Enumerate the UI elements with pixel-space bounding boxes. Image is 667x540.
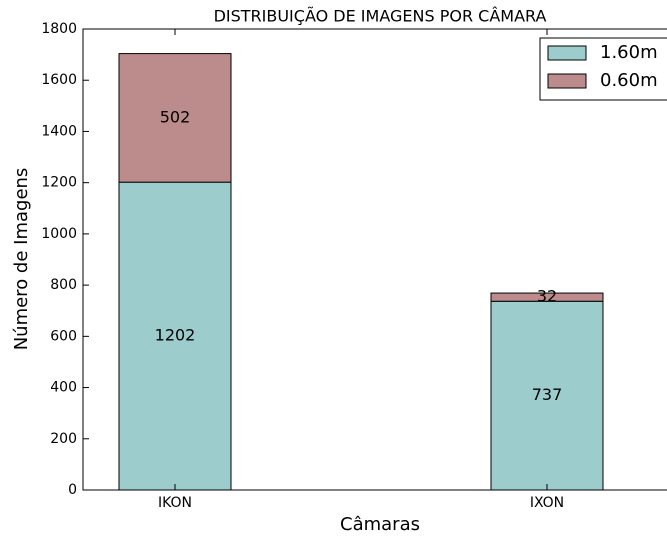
y-tick-label: 400 <box>50 380 77 396</box>
plot-frame <box>82 28 667 491</box>
legend-swatch <box>547 45 587 61</box>
y-axis-label: Número de Imagens <box>11 168 32 351</box>
x-axis-label: Câmaras <box>340 514 420 535</box>
legend-label: 1.60m <box>600 42 658 63</box>
chart-title: DISTRIBUIÇÃO DE IMAGENS POR CÂMARA <box>214 7 547 26</box>
bar-segment <box>490 292 604 302</box>
y-tick-label: 800 <box>50 277 77 293</box>
y-tick-label: 1200 <box>41 175 77 191</box>
bar-segment <box>118 53 232 183</box>
y-tick-label: 600 <box>50 328 77 344</box>
y-tick-label: 1000 <box>41 226 77 242</box>
y-tick-label: 1400 <box>41 123 77 139</box>
data-label: 737 <box>532 385 563 404</box>
y-tick-label: 200 <box>50 431 77 447</box>
y-tick-label: 0 <box>68 482 77 498</box>
data-label: 32 <box>537 287 557 306</box>
legend-swatch <box>547 73 587 89</box>
data-label: 502 <box>160 107 191 126</box>
data-label: 1202 <box>155 326 196 345</box>
legend: 1.60m 0.60m <box>539 37 667 101</box>
y-tick-label: 1800 <box>41 21 77 37</box>
legend-label: 0.60m <box>600 70 658 91</box>
x-tick-label: IXON <box>530 495 564 511</box>
x-tick-label: IKON <box>158 495 192 511</box>
y-tick-label: 1600 <box>41 72 77 88</box>
